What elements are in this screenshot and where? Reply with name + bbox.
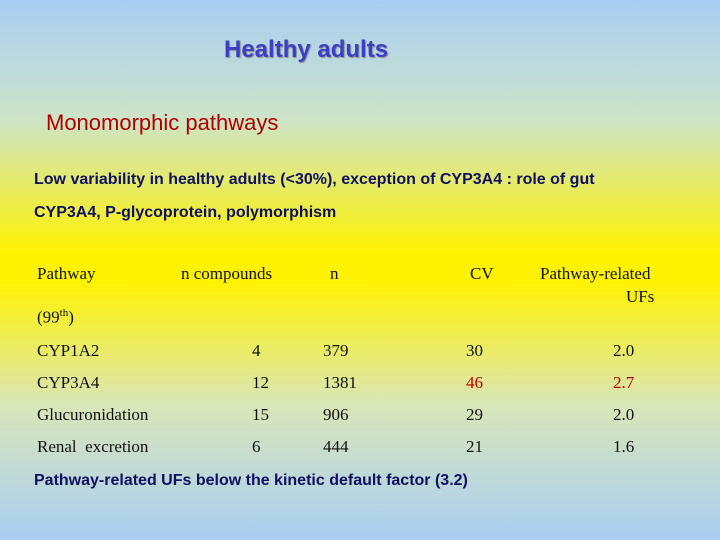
paragraph-line-1: Low variability in healthy adults (<30%)… bbox=[34, 171, 595, 188]
header-n-compounds: n compounds bbox=[181, 264, 273, 283]
row-3-uf: 2.0 bbox=[613, 405, 635, 424]
row-4-n: 444 bbox=[323, 437, 349, 456]
row-2-n-compounds: 12 bbox=[252, 373, 269, 392]
paragraph-line-2: CYP3A4, P-glycoprotein, polymorphism bbox=[34, 204, 337, 221]
row-3-cv: 29 bbox=[466, 405, 483, 424]
row-3-n-compounds: 15 bbox=[252, 405, 269, 424]
row-1-n-compounds: 4 bbox=[252, 341, 261, 360]
slide-title: Healthy adults bbox=[224, 36, 389, 63]
row-4-pathway: Renal excretion bbox=[37, 437, 149, 456]
header-percentile-base: (99 bbox=[37, 307, 60, 327]
header-n: n bbox=[330, 264, 339, 283]
row-2-pathway: CYP3A4 bbox=[37, 373, 100, 392]
row-2-cv: 46 bbox=[466, 373, 483, 392]
footer-note: Pathway-related UFs below the kinetic de… bbox=[34, 472, 468, 489]
row-1-uf: 2.0 bbox=[613, 341, 635, 360]
row-1-pathway: CYP1A2 bbox=[37, 341, 100, 360]
slide-subtitle: Monomorphic pathways bbox=[46, 110, 279, 135]
row-4-cv: 21 bbox=[466, 437, 483, 456]
header-percentile-sup: th bbox=[59, 307, 69, 319]
header-ufs-line-1: Pathway-related bbox=[540, 264, 651, 283]
header-ufs-line-2: UFs bbox=[626, 287, 655, 306]
header-percentile-close: ) bbox=[68, 307, 74, 327]
row-4-n-compounds: 6 bbox=[252, 437, 261, 456]
row-4-uf: 1.6 bbox=[613, 437, 635, 456]
row-1-n: 379 bbox=[323, 341, 349, 360]
row-2-uf: 2.7 bbox=[613, 373, 635, 392]
header-cv: CV bbox=[470, 264, 494, 283]
row-2-n: 1381 bbox=[323, 373, 357, 392]
row-3-n: 906 bbox=[323, 405, 349, 424]
row-1-cv: 30 bbox=[466, 341, 483, 360]
header-pathway: Pathway bbox=[37, 264, 96, 283]
row-3-pathway: Glucuronidation bbox=[37, 405, 149, 424]
header-percentile: (99th) bbox=[37, 307, 74, 328]
